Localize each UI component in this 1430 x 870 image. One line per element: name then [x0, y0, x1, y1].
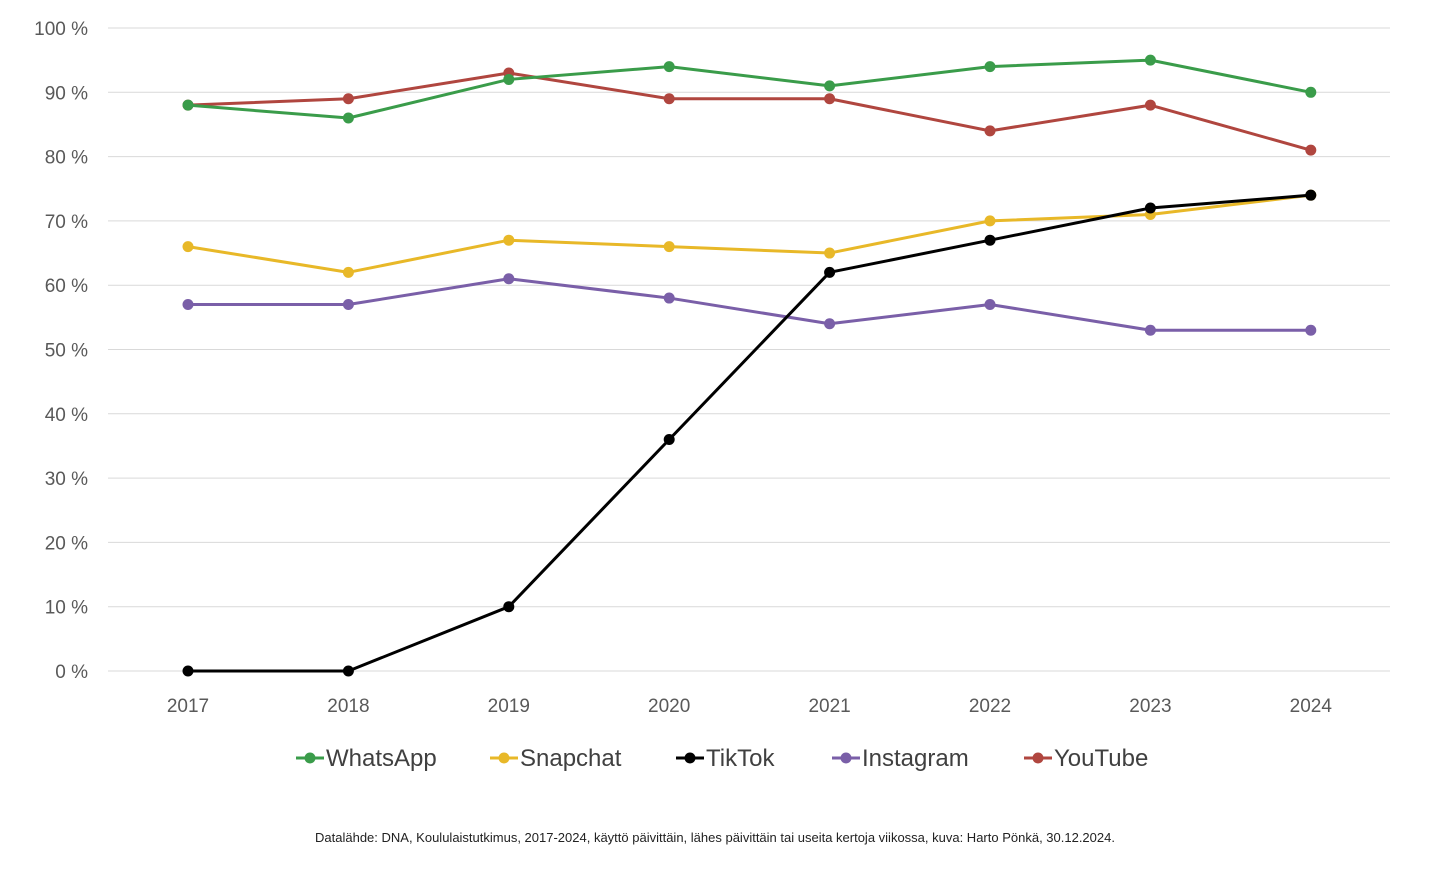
data-point-youtube [1144, 99, 1156, 111]
data-point-snapchat [984, 215, 996, 227]
data-point-youtube [342, 93, 354, 105]
data-point-whatsapp [182, 99, 194, 111]
y-tick-label: 60 % [45, 276, 88, 297]
data-point-snapchat [503, 234, 515, 246]
y-tick-label: 40 % [45, 405, 88, 426]
source-note: Datalähde: DNA, Koululaistutkimus, 2017-… [315, 830, 1115, 845]
data-point-snapchat [182, 241, 194, 253]
x-tick-label: 2019 [488, 696, 530, 717]
data-point-snapchat [663, 241, 675, 253]
legend-marker-whatsapp [304, 752, 316, 764]
legend-marker-instagram [840, 752, 852, 764]
x-tick-label: 2023 [1129, 696, 1171, 717]
data-point-instagram [342, 298, 354, 310]
data-point-instagram [824, 318, 836, 330]
legend-marker-snapchat [498, 752, 510, 764]
legend-marker-youtube [1032, 752, 1044, 764]
y-tick-label: 20 % [45, 533, 88, 554]
x-tick-label: 2022 [969, 696, 1011, 717]
x-tick-label: 2017 [167, 696, 209, 717]
data-point-whatsapp [503, 73, 515, 85]
data-point-snapchat [824, 247, 836, 259]
data-point-tiktok [824, 266, 836, 278]
data-point-instagram [984, 298, 996, 310]
data-point-tiktok [663, 434, 675, 446]
data-point-whatsapp [824, 80, 836, 92]
data-point-whatsapp [1144, 54, 1156, 66]
x-tick-label: 2020 [648, 696, 690, 717]
data-point-whatsapp [663, 61, 675, 73]
data-point-whatsapp [342, 112, 354, 124]
data-point-youtube [1305, 144, 1317, 156]
legend-label-instagram: Instagram [862, 745, 969, 772]
data-point-tiktok [342, 665, 354, 677]
x-tick-label: 2021 [808, 696, 850, 717]
y-tick-label: 90 % [45, 83, 88, 104]
x-tick-label: 2018 [327, 696, 369, 717]
legend-label-tiktok: TikTok [706, 745, 775, 772]
data-point-whatsapp [984, 61, 996, 73]
y-tick-label: 50 % [45, 341, 88, 362]
series-line-whatsapp [187, 58, 1312, 120]
data-point-whatsapp [1305, 86, 1317, 98]
legend-marker-tiktok [684, 752, 696, 764]
data-point-instagram [1305, 324, 1317, 336]
legend-label-snapchat: Snapchat [520, 745, 622, 772]
legend-label-youtube: YouTube [1054, 745, 1148, 772]
data-point-tiktok [1144, 202, 1156, 214]
y-tick-label: 0 % [55, 662, 88, 683]
data-point-instagram [503, 273, 515, 285]
y-tick-label: 10 % [45, 598, 88, 619]
data-point-tiktok [182, 665, 194, 677]
series-line-snapchat [187, 193, 1311, 274]
data-point-instagram [1144, 324, 1156, 336]
data-point-tiktok [984, 234, 996, 246]
data-point-youtube [984, 125, 996, 137]
data-point-instagram [663, 292, 675, 304]
y-tick-label: 100 % [34, 19, 88, 40]
series-line-youtube [187, 71, 1312, 152]
data-point-tiktok [1305, 189, 1317, 201]
series-line-instagram [188, 277, 1311, 332]
data-point-youtube [663, 93, 675, 105]
x-tick-label: 2024 [1290, 696, 1333, 717]
data-point-instagram [182, 298, 194, 310]
legend-label-whatsapp: WhatsApp [326, 745, 437, 772]
y-tick-label: 70 % [45, 212, 88, 233]
y-tick-label: 30 % [45, 469, 88, 490]
data-point-snapchat [342, 266, 354, 278]
y-tick-label: 80 % [45, 148, 88, 169]
data-point-youtube [824, 93, 836, 105]
data-point-tiktok [503, 601, 515, 613]
series-line-tiktok [188, 193, 1311, 673]
